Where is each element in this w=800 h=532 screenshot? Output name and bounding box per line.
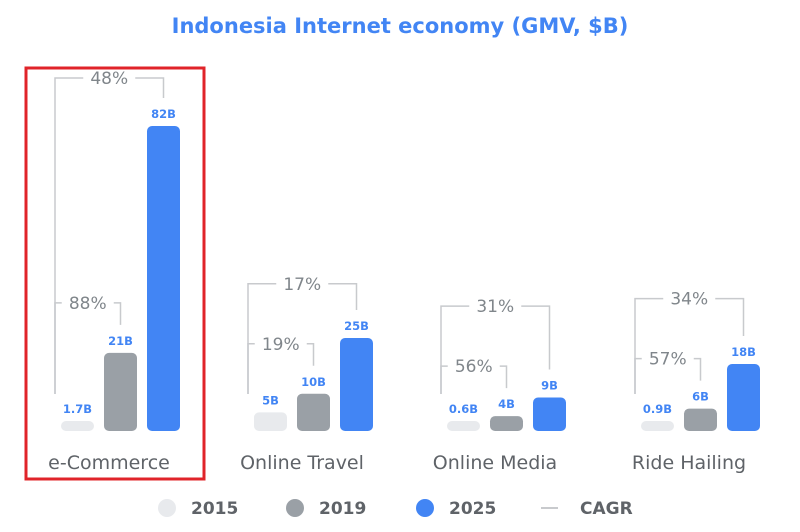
group-e-commerce: 1.7B 21B 82B 88% 48% e-Commerce: [48, 66, 180, 474]
value-label-e-commerce-2015: 1.7B: [63, 402, 92, 416]
legend-label-2019: 2019: [319, 499, 366, 519]
cagr-label-bg: [254, 331, 307, 356]
cagr-label-inner-online-media: 56%: [455, 357, 493, 377]
cagr-label-inner-online-travel: 19%: [262, 335, 300, 355]
legend-label-2025: 2025: [449, 499, 496, 519]
value-label-online-media-2019: 4B: [498, 397, 515, 411]
value-label-online-travel-2025: 25B: [344, 319, 369, 333]
bar-e-commerce-2025: [147, 126, 180, 431]
bar-online-travel-2015: [254, 412, 287, 431]
bar-ride-hailing-2015: [641, 421, 674, 431]
bar-online-travel-2025: [340, 338, 373, 431]
chart-title: Indonesia Internet economy (GMV, $B): [172, 14, 629, 38]
legend-label-2015: 2015: [191, 499, 238, 519]
cagr-label-inner-e-commerce: 88%: [69, 294, 107, 314]
legend: 2015 2019 2025 CAGR: [158, 499, 633, 519]
value-label-online-media-2015: 0.6B: [449, 402, 478, 416]
cagr-label-outer-online-media: 31%: [476, 297, 514, 317]
bar-online-travel-2019: [297, 393, 330, 431]
legend-label-cagr: CAGR: [580, 499, 633, 519]
group-ride-hailing: 0.9B 6B 18B 57% 34% Ride Hailing: [632, 286, 760, 474]
group-online-travel: 5B 10B 25B 19% 17% Online Travel: [240, 271, 373, 474]
category-label-online-media: Online Media: [433, 452, 557, 474]
category-label-ride-hailing: Ride Hailing: [632, 452, 746, 474]
cagr-label-bg: [469, 294, 522, 319]
highlight-box: [24, 66, 206, 481]
value-label-ride-hailing-2019: 6B: [692, 390, 709, 404]
bar-groups: 1.7B 21B 82B 88% 48% e-Commerce 5B 10B 25B 19% 17%…: [48, 66, 760, 474]
cagr-label-bg: [641, 346, 694, 371]
cagr-label-outer-online-travel: 17%: [283, 275, 321, 295]
group-online-media: 0.6B 4B 9B 56% 31% Online Media: [433, 294, 566, 474]
legend-swatch-2019: [286, 499, 304, 517]
cagr-label-bg: [83, 66, 136, 90]
value-label-ride-hailing-2015: 0.9B: [643, 402, 672, 416]
cagr-bracket-outer-online-media: [440, 305, 551, 394]
value-label-ride-hailing-2025: 18B: [731, 345, 756, 359]
bar-online-media-2015: [447, 421, 480, 431]
value-label-e-commerce-2019: 21B: [108, 334, 133, 348]
legend-swatch-2015: [158, 499, 176, 517]
value-label-e-commerce-2025: 82B: [151, 107, 176, 121]
bar-ride-hailing-2019: [684, 408, 717, 431]
category-label-e-commerce: e-Commerce: [48, 452, 170, 474]
cagr-label-bg: [663, 286, 716, 311]
bar-e-commerce-2019: [104, 352, 137, 431]
bar-online-media-2019: [490, 416, 523, 431]
cagr-label-outer-e-commerce: 48%: [90, 69, 128, 89]
bar-ride-hailing-2025: [727, 364, 760, 431]
bar-e-commerce-2015: [61, 421, 94, 431]
cagr-label-bg: [61, 290, 114, 315]
value-label-online-travel-2015: 5B: [262, 393, 279, 407]
legend-swatch-2025: [416, 499, 434, 517]
bar-online-media-2025: [533, 397, 566, 431]
value-label-online-travel-2019: 10B: [301, 375, 326, 389]
cagr-label-outer-ride-hailing: 34%: [670, 290, 708, 310]
value-label-online-media-2025: 9B: [541, 379, 558, 393]
cagr-label-bg: [447, 354, 500, 379]
category-label-online-travel: Online Travel: [240, 452, 364, 474]
cagr-label-inner-ride-hailing: 57%: [649, 350, 687, 370]
cagr-label-bg: [276, 271, 329, 296]
